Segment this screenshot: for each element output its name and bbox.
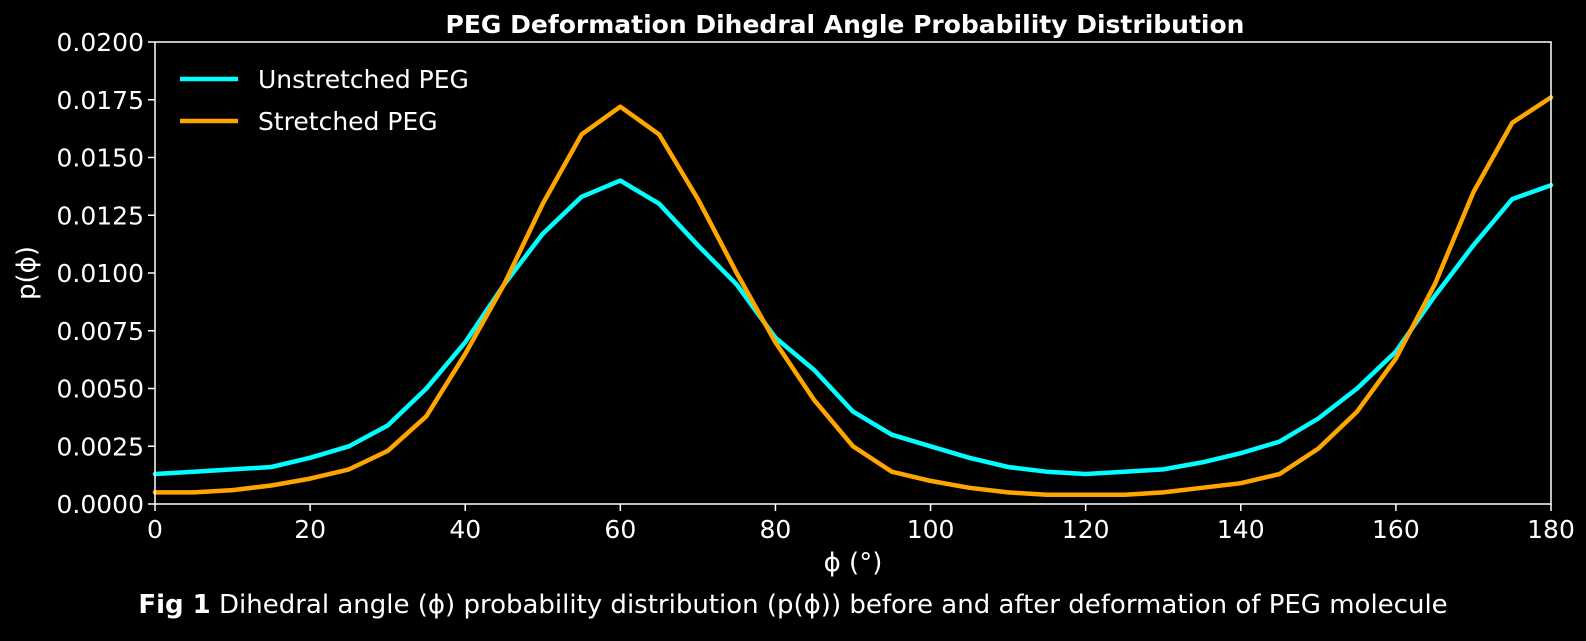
y-tick-label: 0.0050 [57, 375, 144, 404]
series-line-0 [152, 178, 1554, 477]
x-tick-label: 20 [294, 515, 326, 544]
y-tick-label: 0.0200 [57, 28, 144, 57]
y-axis-label: p(ϕ) [12, 246, 42, 300]
x-axis-label: ϕ (°) [824, 548, 883, 578]
y-tick-label: 0.0125 [57, 201, 144, 230]
y-tick-label: 0.0175 [57, 86, 144, 115]
legend-label-0: Unstretched PEG [258, 65, 469, 94]
y-tick-label: 0.0075 [57, 317, 144, 346]
legend: Unstretched PEG Stretched PEG [180, 65, 469, 136]
x-tick-label: 0 [147, 515, 163, 544]
figure-caption: Fig 1 Dihedral angle (ϕ) probability dis… [0, 590, 1586, 620]
x-tick-label: 100 [907, 515, 955, 544]
y-tick-label: 0.0100 [57, 259, 144, 288]
x-tick-label: 160 [1372, 515, 1420, 544]
x-tick-label: 60 [604, 515, 636, 544]
legend-label-1: Stretched PEG [258, 107, 438, 136]
x-tick-label: 140 [1217, 515, 1265, 544]
y-tick-label: 0.0150 [57, 144, 144, 173]
caption-text: Dihedral angle (ϕ) probability distribut… [210, 590, 1448, 620]
y-tick-label: 0.0000 [57, 490, 144, 519]
x-tick-label: 180 [1527, 515, 1575, 544]
y-tick-label: 0.0025 [57, 432, 144, 461]
chart-title: PEG Deformation Dihedral Angle Probabili… [446, 10, 1245, 39]
x-tick-label: 40 [449, 515, 481, 544]
caption-label: Fig 1 [138, 590, 211, 620]
series-line-1 [152, 95, 1554, 498]
x-tick-label: 80 [760, 515, 792, 544]
x-tick-label: 120 [1062, 515, 1110, 544]
